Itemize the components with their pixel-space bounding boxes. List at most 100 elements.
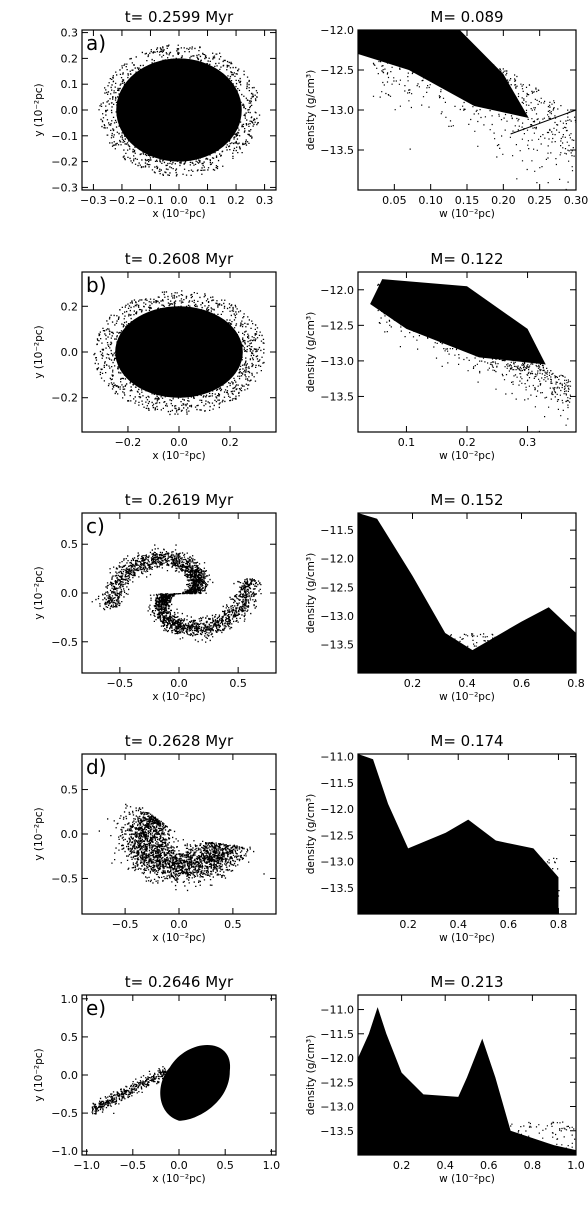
y-tick-label: −13.0 (320, 104, 354, 117)
y-tick-label: −12.0 (320, 284, 354, 297)
fit-line (510, 109, 577, 135)
y-axis-label: density (g/cm³) (305, 553, 317, 633)
x-tick-label: 0.0 (170, 918, 188, 931)
panel-title: M= 0.174 (430, 732, 503, 750)
x-tick-label: 0.3 (519, 436, 537, 449)
x-tick-label: −0.5 (112, 918, 139, 931)
y-axis-label: y (10⁻²pc) (33, 807, 45, 860)
x-tick-label: 0.2 (458, 436, 476, 449)
y-tick-label: 0.5 (61, 784, 79, 797)
panel-letter: c) (86, 514, 105, 538)
x-tick-label: 0.8 (567, 677, 585, 690)
x-tick-label: 0.1 (199, 194, 217, 207)
panel-1: M= 0.089 0.05 0.10 0.15 0.20 0.25 0.30 −13.5 −13… (305, 8, 588, 220)
x-tick-label: 0.20 (491, 194, 516, 207)
y-tick-label: −12.0 (320, 803, 354, 816)
y-tick-label: −11.0 (320, 1004, 354, 1017)
y-tick-label: −12.5 (320, 1076, 354, 1089)
particle-cloud (358, 1007, 576, 1155)
particle-cloud (98, 44, 261, 177)
x-tick-label: 0.0 (170, 436, 188, 449)
x-axis-label: x (10⁻²pc) (152, 450, 205, 462)
x-tick-label: −0.5 (106, 677, 133, 690)
x-tick-label: −0.1 (137, 194, 164, 207)
dense-region (358, 1007, 576, 1155)
particle-dots (377, 283, 572, 432)
panel-3: M= 0.122 0.1 0.2 0.3 −13.5 −13.0 −12.5 −12.0 w (… (305, 250, 577, 462)
x-tick-label: 1.0 (567, 1159, 585, 1172)
x-tick-label: 0.30 (564, 194, 588, 207)
panel-0: t= 0.2599 Myr−0.3 −0.2 −0.1 0.0 0.1 0.2 0.3−0.… (33, 8, 277, 220)
y-tick-label: −13.5 (320, 1125, 354, 1138)
x-axis-label: w (10⁻²pc) (439, 932, 495, 944)
y-tick-label: 0.0 (61, 104, 79, 117)
x-axis-label: x (10⁻²pc) (152, 1173, 205, 1185)
y-tick-label: −13.5 (320, 144, 354, 157)
x-tick-label: 0.0 (170, 677, 188, 690)
panel-title: t= 0.2646 Myr (125, 973, 234, 991)
y-tick-label: −13.0 (320, 856, 354, 869)
y-tick-label: 0.5 (61, 1031, 79, 1044)
y-axis-label: density (g/cm³) (305, 1035, 317, 1115)
x-tick-label: 0.15 (455, 194, 480, 207)
x-tick-label: −0.2 (115, 436, 142, 449)
y-tick-label: −13.0 (320, 1101, 354, 1114)
x-tick-label: 0.8 (524, 1159, 542, 1172)
y-axis-label: y (10⁻²pc) (33, 325, 45, 378)
x-tick-label: 0.0 (170, 1159, 188, 1172)
particle-cloud (91, 1044, 231, 1121)
x-tick-label: −0.5 (119, 1159, 146, 1172)
y-tick-label: −11.5 (320, 1028, 354, 1041)
x-tick-label: 0.5 (216, 1159, 234, 1172)
x-tick-label: −1.0 (73, 1159, 100, 1172)
x-axis-label: x (10⁻²pc) (152, 932, 205, 944)
panel-title: t= 0.2619 Myr (125, 491, 234, 509)
y-tick-label: 0.0 (61, 828, 79, 841)
y-axis-label: density (g/cm³) (305, 70, 317, 150)
particle-dots (98, 803, 265, 892)
x-tick-label: 0.3 (256, 194, 274, 207)
y-axis-label: density (g/cm³) (305, 312, 317, 392)
x-tick-label: 0.6 (480, 1159, 498, 1172)
plot-frame (81, 753, 277, 915)
plot-frame (357, 994, 577, 1156)
y-axis-label: y (10⁻²pc) (33, 1048, 45, 1101)
x-tick-label: 0.2 (404, 677, 422, 690)
x-axis-label: x (10⁻²pc) (152, 208, 205, 220)
particle-cloud (93, 290, 265, 416)
x-tick-label: 0.2 (399, 918, 417, 931)
panel-5: M= 0.152 0.2 0.4 0.6 0.8 −13.5 −13.0 −12.5 −12.0… (305, 491, 585, 703)
panel-letter: d) (86, 755, 107, 779)
x-tick-label: 0.4 (449, 918, 467, 931)
panel-4: t= 0.2619 Myr −0.5 0.0 0.5 −0.5 0.0 0.5 x (10⁻²… (33, 491, 277, 703)
panel-title: t= 0.2608 Myr (125, 250, 234, 268)
y-tick-label: −13.0 (320, 610, 354, 623)
y-tick-label: −0.3 (51, 181, 78, 194)
particle-dots (91, 1066, 167, 1115)
panel-title: M= 0.122 (430, 250, 503, 268)
particle-dots (98, 44, 261, 177)
y-tick-label: −11.0 (320, 751, 354, 764)
y-tick-label: −0.5 (51, 636, 78, 649)
y-tick-label: −0.2 (51, 392, 78, 405)
y-tick-label: −13.0 (320, 355, 354, 368)
plot-frame (357, 753, 577, 915)
dense-region (160, 1044, 231, 1121)
y-tick-label: −12.0 (320, 1052, 354, 1065)
x-tick-label: 0.6 (500, 918, 518, 931)
y-tick-label: 0.2 (61, 300, 79, 313)
x-tick-label: 0.2 (393, 1159, 411, 1172)
x-tick-label: 0.8 (550, 918, 568, 931)
panel-title: M= 0.213 (430, 973, 503, 991)
y-tick-label: −1.0 (51, 1145, 78, 1158)
panel-title: t= 0.2628 Myr (125, 732, 234, 750)
dense-region (116, 58, 242, 162)
panel-2: t= 0.2608 Myr −0.2 0.0 0.2 −0.2 0.0 0.2 x (10⁻²… (33, 250, 277, 462)
y-tick-label: −11.5 (320, 524, 354, 537)
x-axis-label: x (10⁻²pc) (152, 691, 205, 703)
dense-region (358, 30, 529, 118)
y-tick-label: 1.0 (61, 993, 79, 1006)
x-tick-label: 0.5 (229, 677, 247, 690)
dense-region (358, 513, 576, 673)
y-tick-label: −12.0 (320, 553, 354, 566)
